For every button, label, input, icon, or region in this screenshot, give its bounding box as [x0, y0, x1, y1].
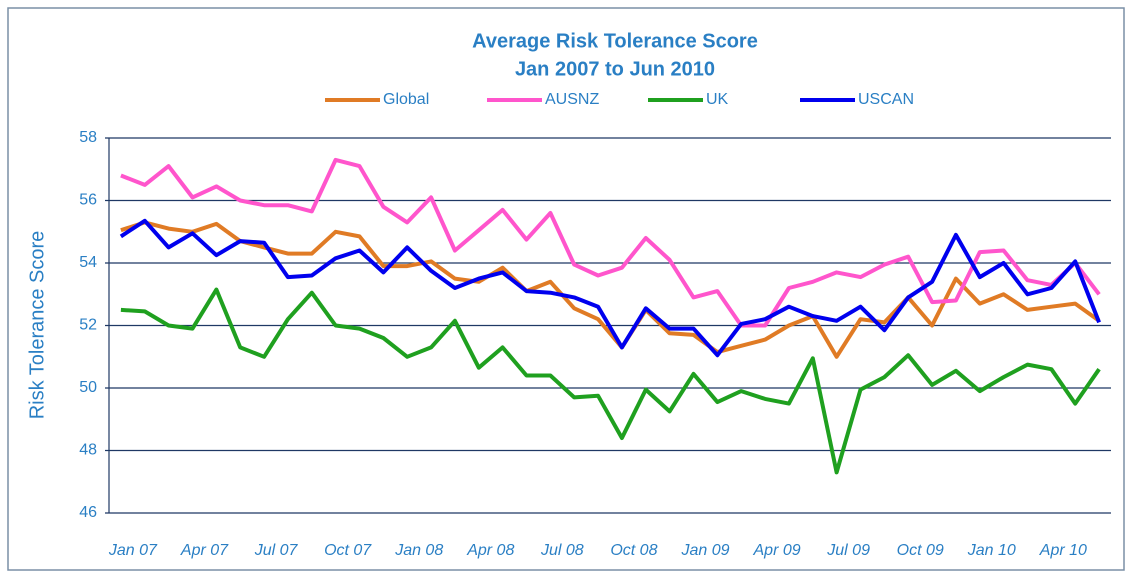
x-tick-label: Oct 08	[610, 542, 657, 559]
x-tick-label: Jan 10	[967, 542, 1016, 559]
chart-subtitle: Jan 2007 to Jun 2010	[515, 58, 715, 80]
y-tick-label: 46	[79, 504, 97, 521]
x-tick-label: Jul 09	[826, 542, 870, 559]
series-line	[120, 287, 1101, 475]
legend-label: USCAN	[858, 91, 914, 108]
x-tick-label: Apr 08	[466, 542, 514, 559]
y-tick-label: 50	[79, 379, 97, 396]
x-tick-label: Oct 07	[324, 542, 372, 559]
y-tick-label: 58	[79, 129, 97, 146]
x-tick-label: Jan 08	[394, 542, 443, 559]
y-tick-label: 54	[79, 254, 97, 271]
x-tick-label: Oct 09	[897, 542, 944, 559]
x-tick-label: Apr 07	[180, 542, 229, 559]
y-tick-label: 56	[79, 192, 97, 209]
legend-label: AUSNZ	[545, 91, 599, 108]
x-tick-label: Jan 07	[108, 542, 158, 559]
x-tick-label: Jul 08	[540, 542, 584, 559]
chart-border	[7, 7, 1125, 571]
y-axis-label: Risk Tolerance Score	[26, 231, 48, 420]
x-tick-label: Apr 10	[1039, 542, 1087, 559]
y-tick-label: 52	[79, 317, 97, 334]
chart-title: Average Risk Tolerance Score	[472, 30, 758, 52]
x-tick-label: Jul 07	[254, 542, 299, 559]
series-line	[120, 220, 1101, 359]
y-tick-label: 48	[79, 442, 97, 459]
legend-label: Global	[383, 91, 429, 108]
legend-label: UK	[706, 91, 729, 108]
x-tick-label: Apr 09	[753, 542, 801, 559]
series-line	[120, 157, 1101, 328]
series-line	[119, 218, 1101, 358]
x-tick-label: Jan 09	[680, 542, 729, 559]
